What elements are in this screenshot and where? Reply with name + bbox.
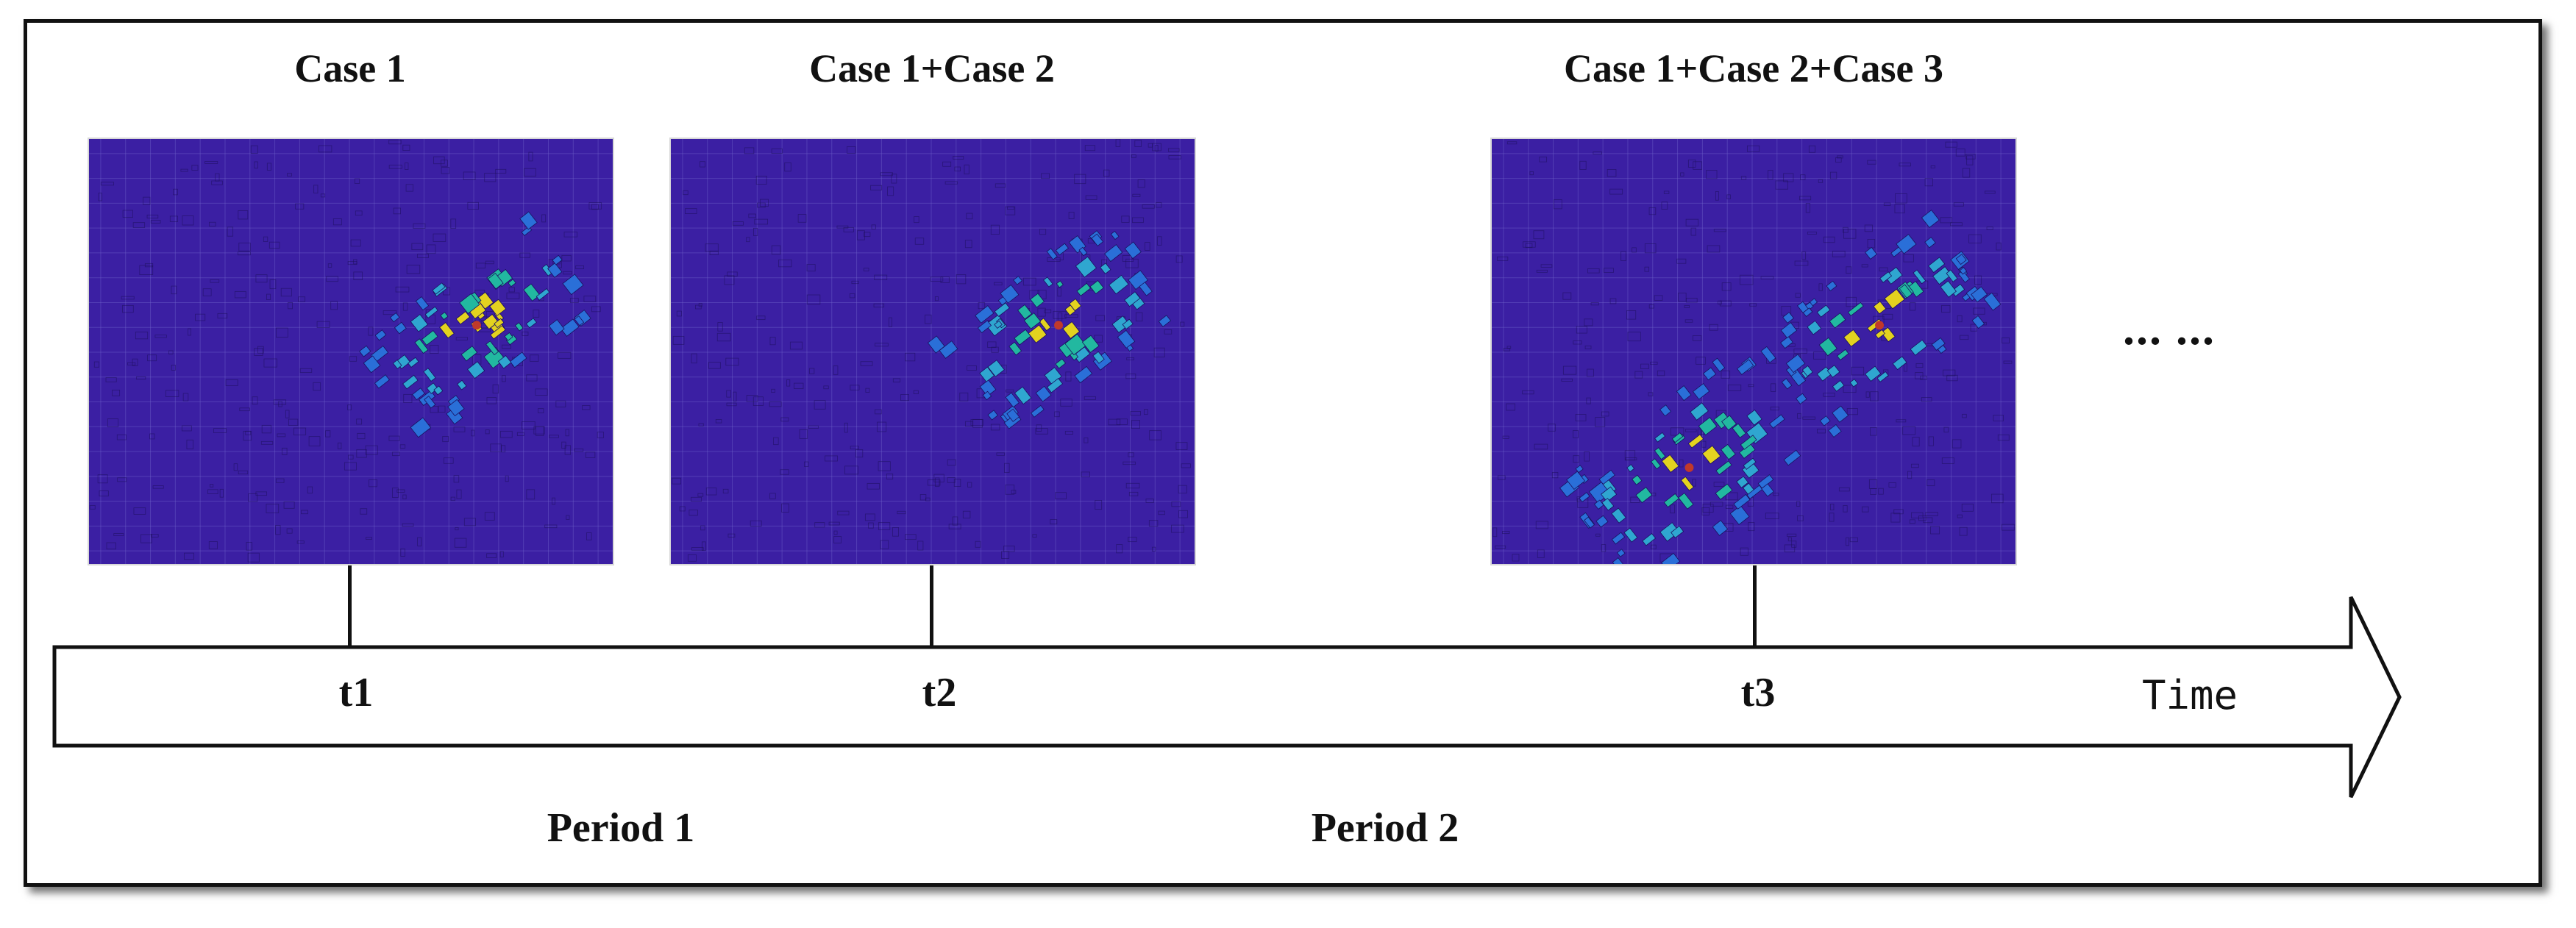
connector-t2 xyxy=(930,565,933,648)
heatmap-panel-2 xyxy=(669,138,1196,565)
case-title-3: Case 1+Case 2+Case 3 xyxy=(1564,46,1943,90)
period-label-1: Period 1 xyxy=(547,805,695,851)
case-title-1: Case 1 xyxy=(294,46,406,90)
heatmap-panel-1 xyxy=(88,138,614,565)
heatmap-image-1 xyxy=(89,139,613,564)
heatmap-panel-3 xyxy=(1490,138,2017,565)
connector-t3 xyxy=(1753,565,1757,648)
tick-label-t1: t1 xyxy=(338,670,374,715)
heatmap-image-2 xyxy=(671,139,1195,564)
time-axis-label: Time xyxy=(2142,672,2238,718)
tick-label-t3: t3 xyxy=(1740,670,1776,715)
connector-t1 xyxy=(348,565,352,648)
period-label-2: Period 2 xyxy=(1311,805,1459,851)
heatmap-image-3 xyxy=(1492,139,2015,564)
case-title-2: Case 1+Case 2 xyxy=(809,46,1055,90)
continuation-ellipsis: ... ... xyxy=(2123,302,2216,354)
tick-label-t2: t2 xyxy=(922,670,957,715)
